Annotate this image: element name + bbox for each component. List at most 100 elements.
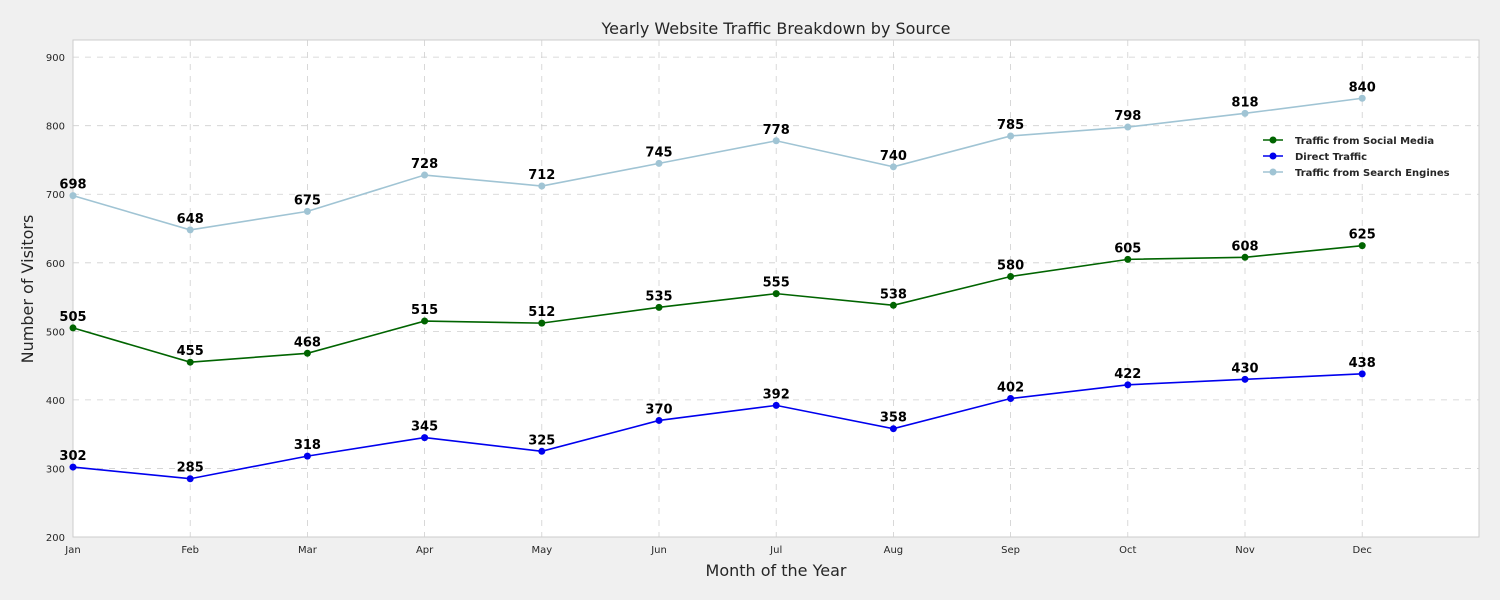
data-label-direct-traffic: 392 — [763, 387, 790, 402]
x-tick-label: Apr — [416, 545, 434, 556]
series-lines — [69, 94, 1366, 483]
data-label-traffic-from-social-media: 535 — [645, 289, 672, 304]
data-label-traffic-from-social-media: 555 — [763, 276, 790, 291]
data-point-direct-traffic — [1241, 375, 1249, 383]
x-tick-label: Mar — [298, 545, 318, 556]
y-axis-label: Number of Visitors — [18, 215, 37, 364]
data-point-direct-traffic — [655, 416, 663, 424]
x-axis-label: Month of the Year — [706, 561, 847, 580]
legend-label-traffic-from-search-engines: Traffic from Search Engines — [1295, 168, 1450, 179]
legend-marker-traffic-from-search-engines — [1269, 168, 1277, 176]
data-point-traffic-from-search-engines — [186, 226, 194, 234]
data-label-traffic-from-search-engines: 745 — [645, 145, 672, 160]
data-label-direct-traffic: 325 — [528, 433, 555, 448]
data-point-direct-traffic — [772, 401, 780, 409]
data-point-traffic-from-search-engines — [421, 171, 429, 179]
data-label-direct-traffic: 285 — [177, 461, 204, 476]
data-label-direct-traffic: 370 — [645, 402, 672, 417]
data-label-traffic-from-social-media: 605 — [1114, 241, 1141, 256]
data-point-traffic-from-search-engines — [1007, 132, 1015, 140]
x-tick-label: Aug — [884, 545, 904, 556]
data-point-traffic-from-social-media — [421, 317, 429, 325]
series-line-traffic-from-social-media — [72, 244, 1363, 364]
data-label-traffic-from-social-media: 515 — [411, 303, 438, 318]
y-tick-label: 700 — [46, 190, 65, 201]
data-point-traffic-from-social-media — [186, 358, 194, 366]
data-label-traffic-from-social-media: 468 — [294, 335, 321, 350]
data-label-direct-traffic: 318 — [294, 438, 321, 453]
data-label-direct-traffic: 422 — [1114, 367, 1141, 382]
data-label-traffic-from-search-engines: 798 — [1114, 109, 1141, 124]
data-label-traffic-from-search-engines: 840 — [1349, 80, 1376, 95]
data-label-traffic-from-search-engines: 728 — [411, 157, 438, 172]
legend: Traffic from Social Media Direct Traffic T… — [1257, 128, 1473, 184]
data-point-traffic-from-social-media — [655, 303, 663, 311]
data-point-traffic-from-social-media — [69, 324, 77, 332]
data-point-traffic-from-search-engines — [889, 163, 897, 171]
x-axis-ticks: Jan Feb Mar Apr May Jun Jul Aug Sep Oct Nov Dec — [64, 545, 1372, 556]
series-line-traffic-from-search-engines — [72, 97, 1363, 231]
data-point-direct-traffic — [1358, 370, 1366, 378]
legend-label-traffic-from-social-media: Traffic from Social Media — [1295, 136, 1434, 147]
y-tick-label: 200 — [46, 533, 65, 544]
data-point-direct-traffic — [1124, 381, 1132, 389]
data-label-traffic-from-search-engines: 740 — [880, 149, 907, 164]
x-tick-label: Jul — [769, 545, 782, 556]
y-tick-label: 900 — [46, 53, 65, 64]
data-point-direct-traffic — [303, 452, 311, 460]
data-label-traffic-from-social-media: 512 — [528, 305, 555, 320]
data-point-traffic-from-search-engines — [1358, 94, 1366, 102]
data-point-traffic-from-social-media — [538, 319, 546, 327]
data-point-traffic-from-social-media — [1358, 242, 1366, 250]
y-tick-label: 300 — [46, 464, 65, 475]
x-tick-label: Nov — [1235, 545, 1255, 556]
data-point-traffic-from-search-engines — [1124, 123, 1132, 131]
data-label-traffic-from-social-media: 455 — [177, 344, 204, 359]
data-point-direct-traffic — [538, 447, 546, 455]
x-tick-label: May — [531, 545, 552, 556]
data-label-traffic-from-search-engines: 818 — [1231, 95, 1258, 110]
data-label-traffic-from-search-engines: 785 — [997, 118, 1024, 133]
data-label-traffic-from-social-media: 608 — [1231, 239, 1258, 254]
x-tick-label: Jan — [64, 545, 80, 556]
data-point-traffic-from-social-media — [303, 349, 311, 357]
data-point-traffic-from-search-engines — [69, 192, 77, 200]
data-label-direct-traffic: 430 — [1231, 361, 1258, 376]
data-point-direct-traffic — [889, 425, 897, 433]
data-labels: 505 455 468 515 512 535 555 538 580 605 608 625 302 2… — [59, 80, 1375, 475]
data-label-traffic-from-search-engines: 698 — [59, 178, 86, 193]
data-label-direct-traffic: 345 — [411, 420, 438, 435]
y-axis-ticks: 200 300 400 500 600 700 800 900 — [46, 53, 65, 544]
data-label-traffic-from-social-media: 625 — [1349, 228, 1376, 243]
x-tick-label: Oct — [1119, 545, 1136, 556]
data-point-direct-traffic — [186, 475, 194, 483]
data-label-direct-traffic: 438 — [1349, 356, 1376, 371]
data-label-traffic-from-social-media: 538 — [880, 287, 907, 302]
data-point-traffic-from-search-engines — [538, 182, 546, 190]
data-point-traffic-from-search-engines — [1241, 109, 1249, 117]
data-point-traffic-from-search-engines — [303, 207, 311, 215]
legend-marker-direct-traffic — [1269, 152, 1277, 160]
data-point-traffic-from-search-engines — [772, 137, 780, 145]
data-label-traffic-from-social-media: 505 — [59, 310, 86, 325]
chart-title: Yearly Website Traffic Breakdown by Sour… — [601, 19, 951, 38]
legend-marker-traffic-from-social-media — [1269, 136, 1277, 144]
y-tick-label: 600 — [46, 259, 65, 270]
data-point-traffic-from-social-media — [1124, 255, 1132, 263]
data-label-traffic-from-search-engines: 648 — [177, 212, 204, 227]
data-label-traffic-from-social-media: 580 — [997, 259, 1024, 274]
legend-label-direct-traffic: Direct Traffic — [1295, 152, 1367, 163]
x-tick-label: Sep — [1001, 545, 1020, 556]
data-point-direct-traffic — [69, 463, 77, 471]
x-tick-label: Feb — [181, 545, 199, 556]
data-point-traffic-from-social-media — [889, 301, 897, 309]
data-label-direct-traffic: 402 — [997, 381, 1024, 396]
x-tick-label: Jun — [650, 545, 667, 556]
data-label-direct-traffic: 358 — [880, 411, 907, 426]
x-tick-label: Dec — [1353, 545, 1372, 556]
data-label-traffic-from-search-engines: 675 — [294, 193, 321, 208]
data-point-traffic-from-social-media — [772, 290, 780, 298]
data-label-traffic-from-search-engines: 778 — [763, 123, 790, 138]
series-line-direct-traffic — [72, 373, 1363, 480]
